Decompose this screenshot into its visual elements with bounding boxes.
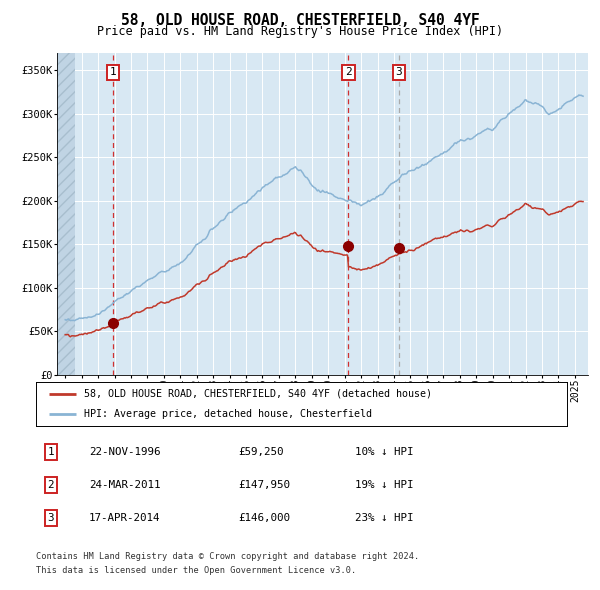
Text: £59,250: £59,250 <box>238 447 283 457</box>
Text: 58, OLD HOUSE ROAD, CHESTERFIELD, S40 4YF (detached house): 58, OLD HOUSE ROAD, CHESTERFIELD, S40 4Y… <box>84 389 432 399</box>
Text: This data is licensed under the Open Government Licence v3.0.: This data is licensed under the Open Gov… <box>36 566 356 575</box>
Text: 2: 2 <box>47 480 54 490</box>
Text: 1: 1 <box>110 67 116 77</box>
Text: 58, OLD HOUSE ROAD, CHESTERFIELD, S40 4YF: 58, OLD HOUSE ROAD, CHESTERFIELD, S40 4Y… <box>121 13 479 28</box>
Text: Price paid vs. HM Land Registry's House Price Index (HPI): Price paid vs. HM Land Registry's House … <box>97 25 503 38</box>
Text: £146,000: £146,000 <box>238 513 290 523</box>
Text: 3: 3 <box>395 67 403 77</box>
Text: 10% ↓ HPI: 10% ↓ HPI <box>355 447 413 457</box>
Text: 22-NOV-1996: 22-NOV-1996 <box>89 447 161 457</box>
Text: 23% ↓ HPI: 23% ↓ HPI <box>355 513 413 523</box>
Text: £147,950: £147,950 <box>238 480 290 490</box>
Bar <box>57 53 75 375</box>
Text: 24-MAR-2011: 24-MAR-2011 <box>89 480 161 490</box>
Text: Contains HM Land Registry data © Crown copyright and database right 2024.: Contains HM Land Registry data © Crown c… <box>36 552 419 560</box>
Text: 1: 1 <box>47 447 54 457</box>
Text: 3: 3 <box>47 513 54 523</box>
Text: 19% ↓ HPI: 19% ↓ HPI <box>355 480 413 490</box>
Text: 2: 2 <box>345 67 352 77</box>
Text: HPI: Average price, detached house, Chesterfield: HPI: Average price, detached house, Ches… <box>84 409 372 419</box>
Text: 17-APR-2014: 17-APR-2014 <box>89 513 161 523</box>
